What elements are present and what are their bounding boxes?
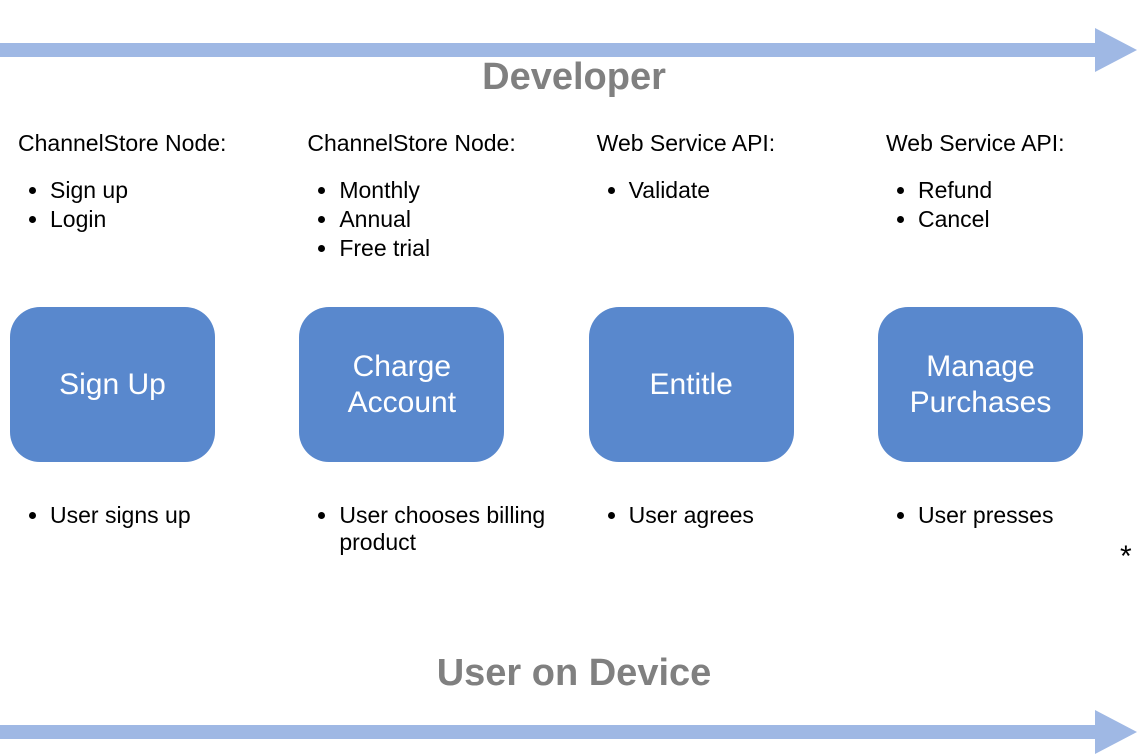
col-bottom-list: User chooses billing product bbox=[299, 502, 559, 560]
list-item: Refund bbox=[918, 177, 1138, 204]
list-item: Login bbox=[50, 206, 270, 233]
step-box-charge: Charge Account bbox=[299, 307, 504, 462]
col-top-list: Validate bbox=[589, 177, 849, 297]
col-header: ChannelStore Node: bbox=[10, 130, 270, 157]
arrow-shaft bbox=[0, 725, 1095, 739]
user-title: User on Device bbox=[0, 652, 1148, 695]
list-item: Sign up bbox=[50, 177, 270, 204]
step-box-manage: Manage Purchases bbox=[878, 307, 1083, 462]
list-item: User signs up bbox=[50, 502, 270, 529]
list-item: User agrees bbox=[629, 502, 849, 529]
col-top-list: Monthly Annual Free trial bbox=[299, 177, 559, 297]
list-item: Free trial bbox=[339, 235, 559, 262]
col-header: Web Service API: bbox=[878, 130, 1138, 157]
col-entitle: Web Service API: Validate Entitle User a… bbox=[589, 130, 849, 560]
arrow-shaft bbox=[0, 43, 1095, 57]
col-bottom-list: User presses bbox=[878, 502, 1138, 533]
col-signup: ChannelStore Node: Sign up Login Sign Up… bbox=[10, 130, 270, 560]
col-header: Web Service API: bbox=[589, 130, 849, 157]
step-box-signup: Sign Up bbox=[10, 307, 215, 462]
col-header: ChannelStore Node: bbox=[299, 130, 559, 157]
flow-columns: ChannelStore Node: Sign up Login Sign Up… bbox=[10, 130, 1138, 560]
bottom-arrow bbox=[0, 710, 1137, 754]
list-item: Cancel bbox=[918, 206, 1138, 233]
col-manage-purchases: Web Service API: Refund Cancel Manage Pu… bbox=[878, 130, 1138, 560]
col-bottom-list: User agrees bbox=[589, 502, 849, 533]
list-item: Monthly bbox=[339, 177, 559, 204]
list-item: User presses bbox=[918, 502, 1138, 529]
list-item: Validate bbox=[629, 177, 849, 204]
list-item: Annual bbox=[339, 206, 559, 233]
asterisk-mark: * bbox=[1120, 540, 1132, 574]
arrow-head-icon bbox=[1095, 710, 1137, 754]
col-charge-account: ChannelStore Node: Monthly Annual Free t… bbox=[299, 130, 559, 560]
step-box-entitle: Entitle bbox=[589, 307, 794, 462]
developer-title: Developer bbox=[0, 56, 1148, 99]
col-bottom-list: User signs up bbox=[10, 502, 270, 533]
col-top-list: Refund Cancel bbox=[878, 177, 1138, 297]
list-item: User chooses billing product bbox=[339, 502, 559, 556]
col-top-list: Sign up Login bbox=[10, 177, 270, 297]
